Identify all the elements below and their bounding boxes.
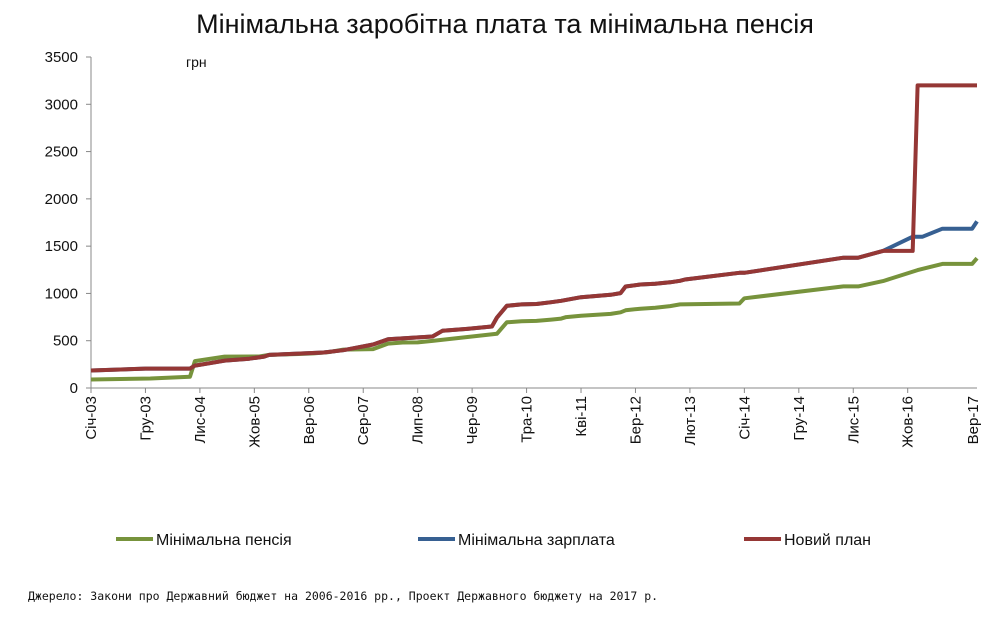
x-tick-label: Бер-12 (627, 396, 644, 444)
y-tick-label: 1000 (45, 285, 78, 302)
y-tick-label: 500 (53, 333, 78, 350)
x-tick-label: Гру-03 (137, 396, 154, 441)
x-axis: Січ-03 Гру-03 Лис-04 Жов-05 Вер-06 Сер-07 Лип-… (83, 387, 982, 448)
x-tick-label: Тра-10 (519, 396, 536, 443)
y-tick-label: 2500 (45, 144, 78, 161)
x-tick-label: Вер-06 (301, 396, 318, 444)
y-tick-label: 0 (70, 380, 78, 397)
source-note: Джерело: Закони про Державний бюджет на … (28, 589, 658, 603)
x-tick-label: Кві-11 (573, 396, 590, 437)
x-tick-label: Сер-07 (355, 396, 372, 445)
y-tick-label: 3500 (45, 49, 78, 66)
x-tick-label: Лип-08 (410, 396, 427, 444)
x-tick-label: Гру-14 (791, 396, 808, 441)
y-axis-unit-label: грн (186, 54, 207, 70)
x-tick-label: Січ-03 (83, 396, 100, 440)
y-axis: 0 500 1000 1500 2000 2500 3000 3500 (45, 49, 92, 397)
series-line (90, 220, 979, 373)
y-tick-label: 2000 (45, 191, 78, 208)
x-tick-label: Січ-14 (736, 396, 753, 440)
x-tick-label: Лис-15 (845, 396, 862, 443)
y-tick-label: 1500 (45, 238, 78, 255)
x-tick-label: Жов-05 (246, 396, 263, 448)
x-tick-label: Лис-04 (192, 396, 209, 443)
x-tick-label: Жов-16 (900, 396, 917, 448)
y-tick-label: 3000 (45, 96, 78, 113)
x-tick-label: Лют-13 (682, 396, 699, 445)
x-tick-label: Вер-17 (965, 396, 982, 444)
x-tick-label: Чер-09 (464, 396, 481, 444)
series-line (90, 83, 977, 373)
series-lines (90, 83, 979, 382)
legend-label: Мінімальна зарплата (458, 532, 615, 549)
legend-label: Мінімальна пенсія (156, 532, 292, 549)
legend: Мінімальна пенсія Мінімальна зарплата Нови… (116, 532, 871, 549)
legend-label: Новий план (784, 532, 871, 549)
chart-title: Мінімальна заробітна плата та мінімальна… (196, 9, 814, 39)
